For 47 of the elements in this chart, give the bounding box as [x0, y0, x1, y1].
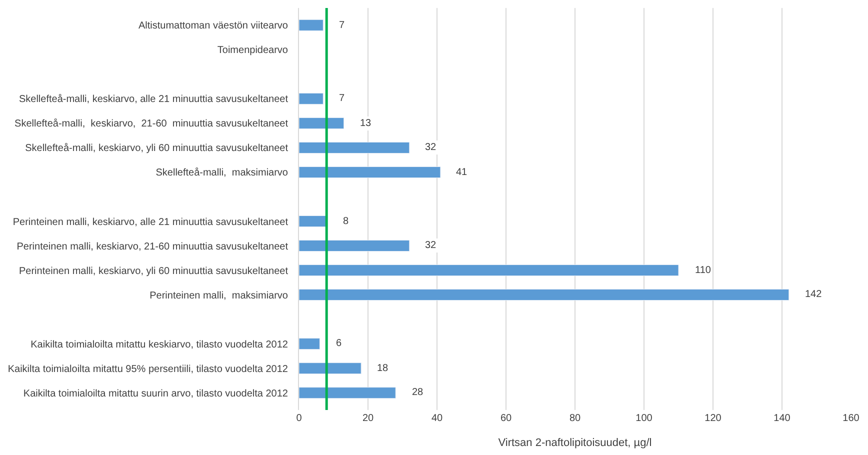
- bar: [299, 362, 362, 374]
- x-tick-label: 140: [774, 413, 791, 424]
- y-tick-label: Kaikilta toimialoilta mitattu keskiarvo, tilasto vuodelta 2012: [30, 339, 288, 350]
- x-tick-label: 80: [569, 413, 581, 424]
- data-label: 7: [339, 20, 345, 31]
- x-tick-label: 120: [704, 413, 722, 424]
- bar: [299, 240, 410, 252]
- data-label: 142: [805, 289, 822, 300]
- bar: [299, 142, 410, 154]
- y-tick-label: Perinteinen malli, keskiarvo, alle 21 minuuttia savusukeltaneet: [12, 216, 288, 228]
- y-tick-label: Perinteinen malli, maksimiarvo: [150, 290, 288, 302]
- x-tick-label: 0: [296, 413, 302, 424]
- bar: [299, 387, 396, 399]
- bar: [299, 338, 320, 350]
- x-tick-label: 160: [842, 413, 860, 424]
- data-label: 8: [343, 216, 349, 227]
- data-label: 28: [412, 387, 424, 398]
- data-label: 32: [425, 142, 437, 153]
- y-tick-label: Skellefteå-malli, maksimiarvo: [156, 166, 288, 179]
- bar: [299, 264, 679, 276]
- bar: [299, 92, 324, 104]
- data-label: 41: [456, 167, 468, 178]
- y-tick-label: Skellefteå-malli, keskiarvo, 21-60 minuuttia savusukeltaneet: [14, 118, 288, 130]
- x-tick-label: 20: [362, 413, 374, 424]
- x-tick-label: 60: [500, 413, 512, 424]
- x-axis-title: Virtsan 2-naftolipitoisuudet, µg/l: [498, 437, 652, 450]
- bar: [299, 19, 324, 31]
- y-tick-label: Skellefteå-malli, keskiarvo, yli 60 minuuttia savusukeltaneet: [25, 142, 288, 154]
- bar: [299, 289, 790, 301]
- y-tick-label: Skellefteå-malli, keskiarvo, alle 21 minuuttia savusukeltaneet: [18, 93, 288, 106]
- data-label: 6: [336, 338, 342, 349]
- bar: [299, 215, 327, 228]
- y-tick-label: Perinteinen malli, keskiarvo, 21-60 minuuttia savusukeltaneet: [16, 241, 288, 252]
- y-tick-label: Altistumattoman väestön viitearvo: [138, 20, 288, 32]
- data-label: 110: [695, 265, 712, 276]
- data-label: 13: [360, 118, 372, 129]
- x-tick-label: 100: [636, 413, 653, 424]
- y-tick-label: Toimenpidearvo: [217, 45, 288, 56]
- y-tick-label: Perinteinen malli, keskiarvo, yli 60 minuuttia savusukeltaneet: [18, 266, 288, 277]
- bar: [299, 166, 441, 178]
- y-tick-label: Kaikilta toimialoilta mitattu 95% persentiili, tilasto vuodelta 2012: [8, 364, 288, 375]
- y-tick-label: Kaikilta toimialoilta mitattu suurin arvo, tilasto vuodelta 2012: [23, 388, 288, 400]
- bar: [299, 117, 344, 129]
- data-label: 32: [425, 240, 437, 251]
- x-tick-label: 40: [431, 413, 443, 424]
- data-label: 18: [377, 363, 389, 374]
- data-label: 7: [339, 93, 345, 104]
